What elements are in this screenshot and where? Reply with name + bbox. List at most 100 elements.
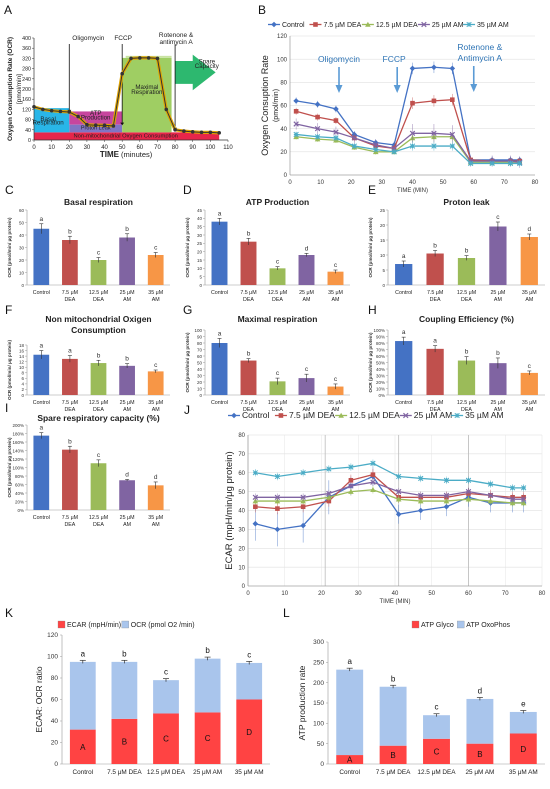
bar-segment-upper [194,658,221,713]
region-label-basal: Basal [40,116,55,123]
y-tick-label: 2 [21,387,24,392]
data-point [333,118,339,123]
x-tick-label: 7.5 μM DEA [107,769,142,776]
data-point [155,56,160,61]
x-tick-label: 12.5 μM [89,290,108,296]
injection-label: Rotenone & [159,32,194,39]
bar [520,372,538,395]
segment-letter-lower: D [520,745,526,754]
data-point [120,71,124,76]
legend-entry: 35 µM AM [465,410,503,420]
x-tick-label: 12.5 μM [268,400,287,406]
y-tick-label: 10 [380,253,386,258]
y-axis-label: OCR (pmol/min/ μg protein) [7,217,12,277]
data-point [443,498,450,504]
data-point [489,160,495,167]
x-tick-label: 60 [465,591,472,597]
segment-letter-lower: B [122,737,127,746]
bar-segment-upper [336,669,364,756]
bar [90,463,107,510]
x-tick-label: 35 μM [148,400,163,406]
data-point [465,477,472,483]
legend-entry: 35 µM AM [477,22,509,29]
legend-entry: ECAR (mpH/min) [67,622,121,629]
y-tick-label: 20 [19,258,25,263]
significance-letter: a [402,253,406,260]
data-point [443,477,450,483]
x-tick-label: AM [303,297,311,303]
x-tick-label: 20 [348,180,355,186]
y-tick-label: 200 [22,87,31,93]
significance-letter: c [334,262,338,269]
bar-segment-upper [509,711,537,734]
y-tick-label: 140% [12,448,24,453]
x-tick-label: 50 [440,180,447,186]
y-tick-label: 10 [238,565,245,571]
x-tick-label: 25 μM AM [465,769,494,776]
y-tick-label: 10 [19,270,25,275]
data-point [351,143,357,149]
x-tick-label: 100 [205,145,216,151]
y-tick-label: 160% [12,440,24,445]
y-tick-label: 300 [313,639,324,646]
chart-k: 0 20 40 60 80 100 120 ECAR: OCR ratio ECAR (mpH/… [34,620,270,776]
x-tick-label: 7.5 μM [240,290,256,296]
significance-letter: b [496,350,500,357]
y-tick-label: 60 [238,471,245,477]
y-tick-label: 35 [197,224,203,229]
legend-swatch [411,620,420,629]
data-point [507,160,514,167]
legend-entry: 7.5 µM DEA [289,410,335,420]
series-line [296,133,520,165]
x-tick-label: 25 μM [490,290,505,296]
y-axis-label-line2: (pmol/min) [273,89,280,122]
data-point [370,486,376,493]
x-tick-label: DEA [461,407,472,413]
x-tick-label: DEA [93,297,104,303]
bar [62,240,78,285]
y-tick-label: 20 [280,150,287,156]
x-tick-label: AM [494,407,502,413]
y-tick-label: 30% [376,373,385,378]
series-line [295,123,520,163]
data-point [58,109,63,114]
x-tick-label: 35 μM [522,290,537,296]
y-tick-label: 25 [197,241,203,246]
significance-letter: b [465,349,469,356]
y-tick-label: 5 [382,268,385,273]
x-tick-label: 80 [539,591,546,597]
data-point [449,65,456,72]
x-tick-label: 70 [502,591,509,597]
data-point [417,507,424,514]
data-point [252,520,259,527]
data-point [129,56,133,61]
x-tick-label: 35 μM AM [235,769,264,776]
x-tick-label: AM [525,407,533,413]
significance-letter: d [305,245,309,252]
y-tick-label: 150 [313,700,324,707]
significance-letter-upper: e [521,699,526,708]
bar-segment-upper [379,686,407,746]
y-tick-label: 100% [12,465,24,470]
bar [269,381,286,395]
data-point [409,130,416,137]
y-tick-label: 240 [22,77,31,83]
bar-segment-lower [111,718,138,764]
significance-letter: b [68,228,72,235]
data-point [293,98,299,104]
y-tick-label: 120% [12,457,24,462]
significance-letter: a [68,348,72,355]
segment-letter-lower: A [80,743,86,752]
y-tick-label: 30 [197,233,203,238]
panel-letter-a: A [4,3,12,17]
series-line [255,462,524,489]
data-point [449,131,456,138]
bar [395,264,413,285]
panel-letter-k: K [5,606,13,620]
bar-segment-upper [423,715,450,739]
data-point [333,135,339,141]
bar-segment-upper [111,661,138,719]
y-tick-label: 200 [313,680,324,687]
annotation-rotenone: Rotenone & [457,42,502,52]
x-axis-unit: (minutes) [121,150,153,159]
